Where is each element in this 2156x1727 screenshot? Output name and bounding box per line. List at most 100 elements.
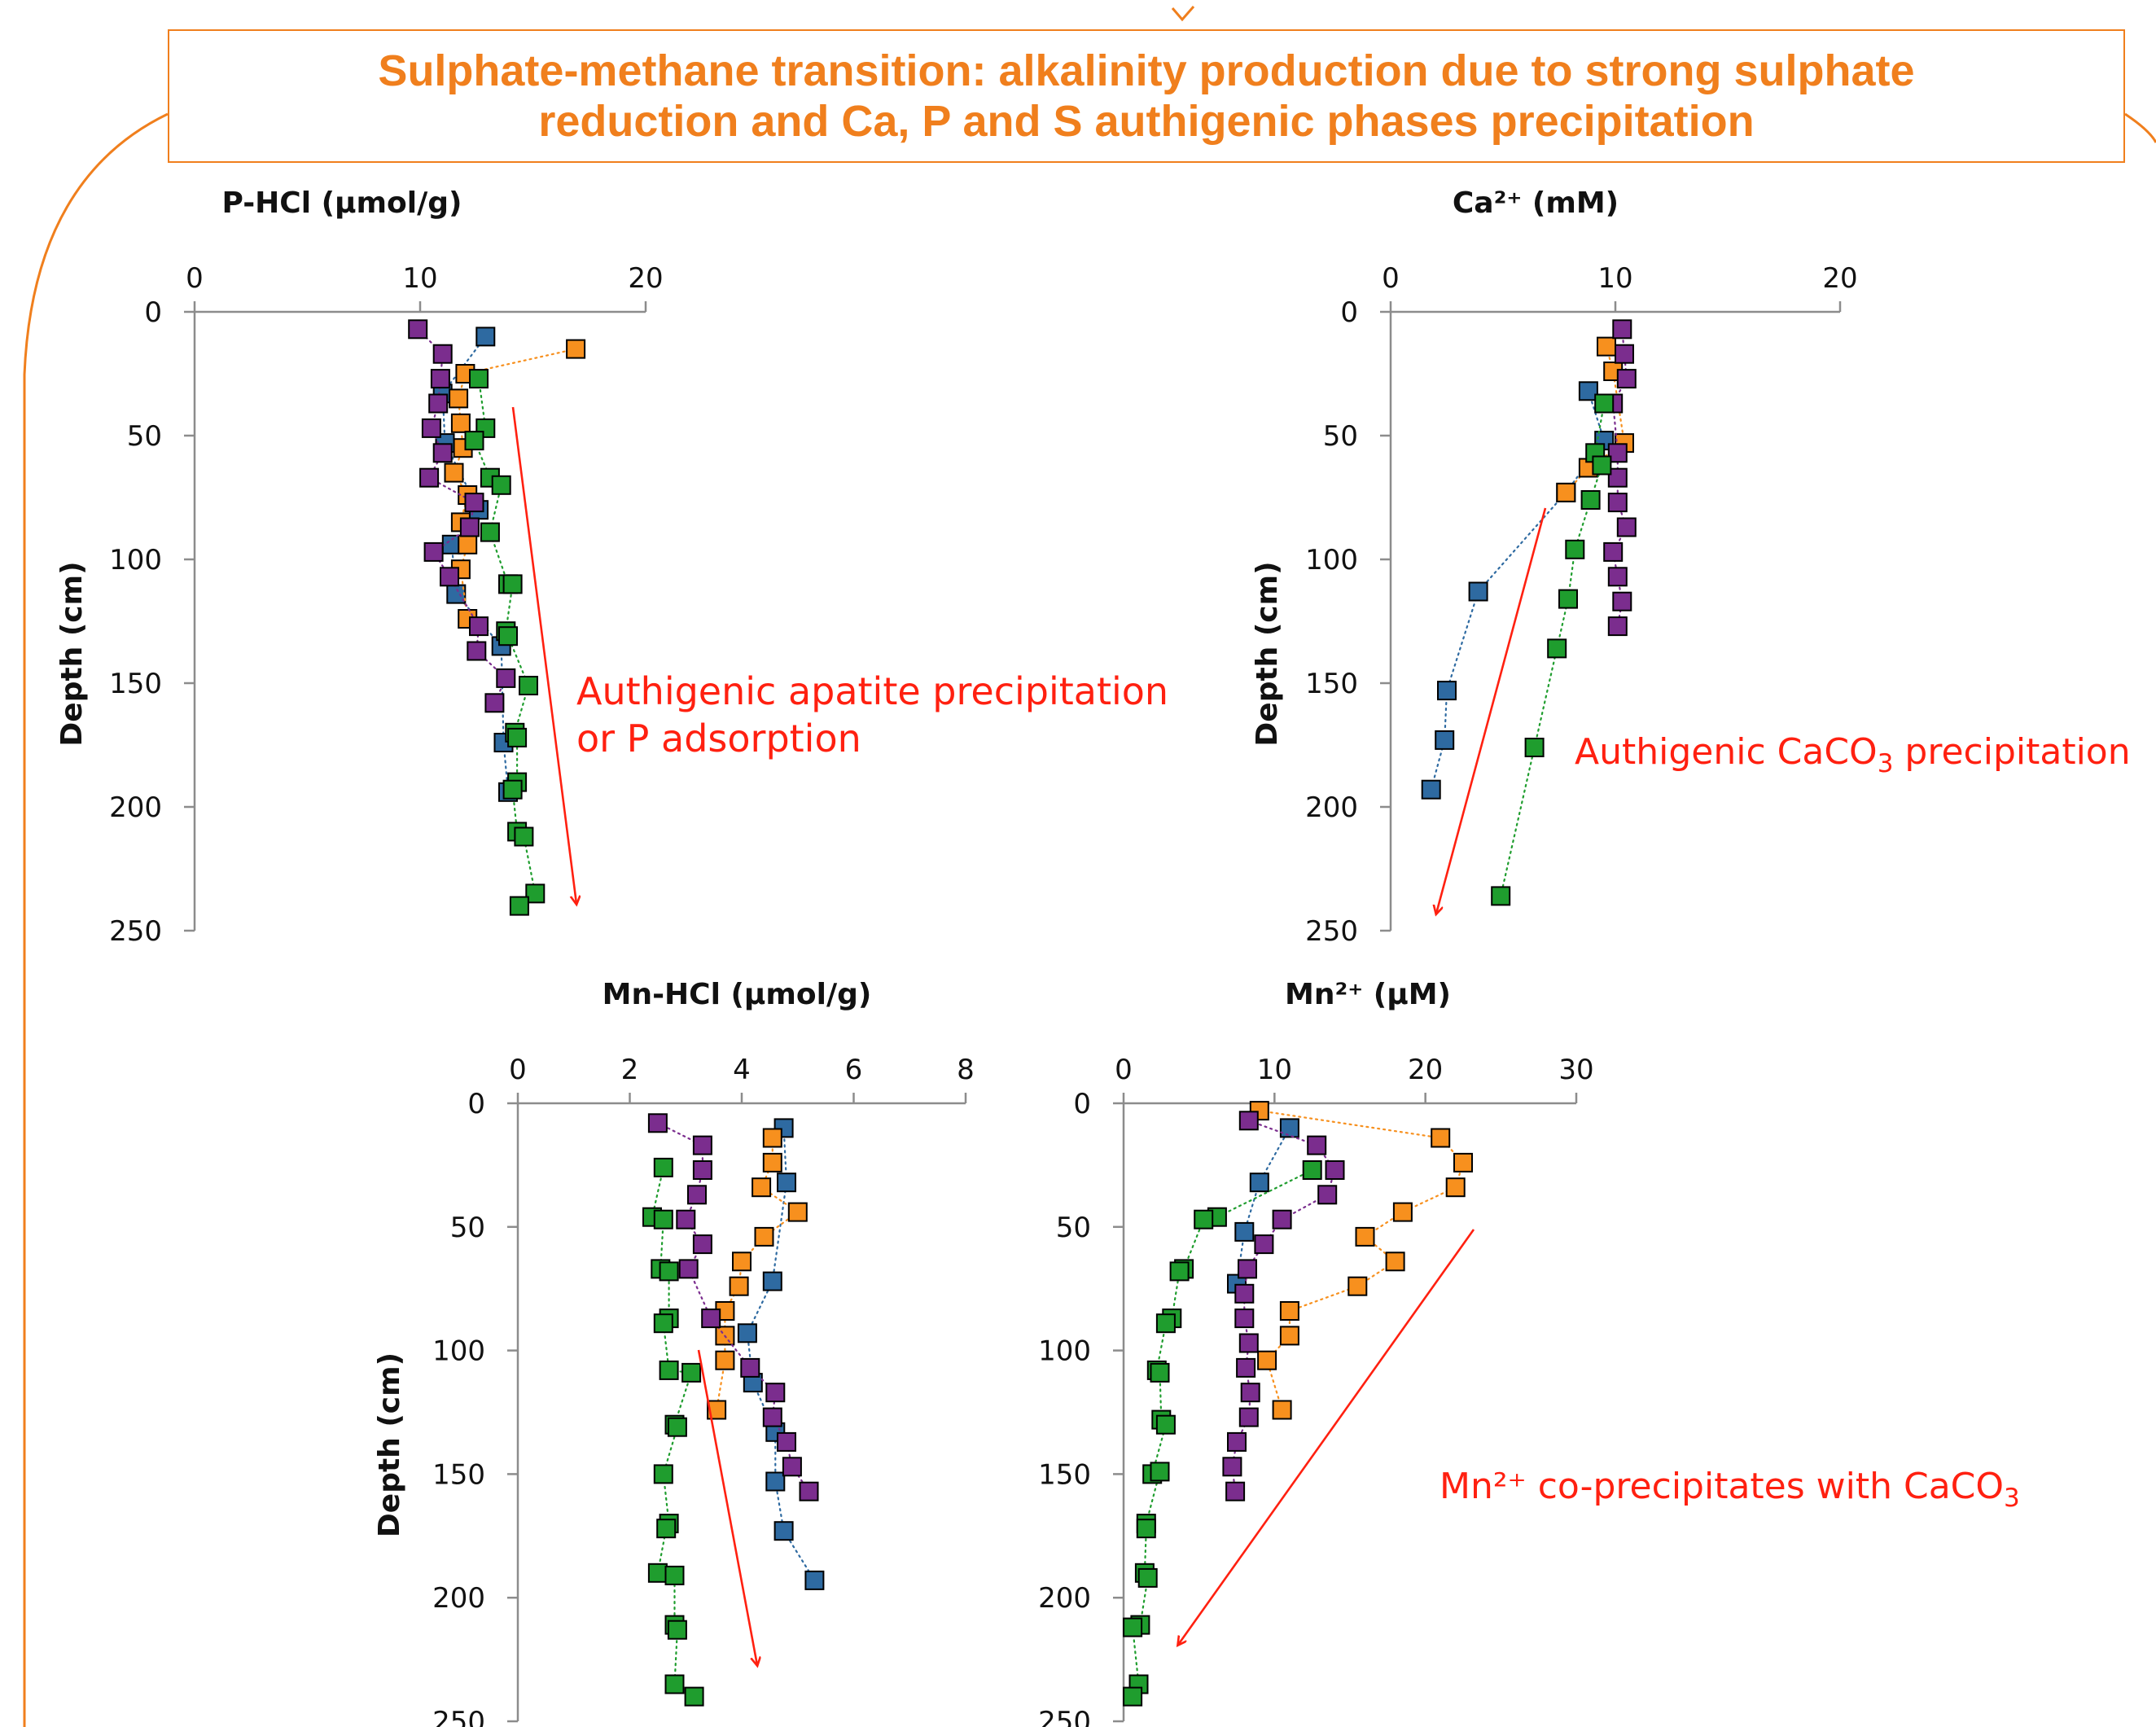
x-tick-label: 30	[1558, 1054, 1593, 1086]
chart-mn-hcl: 0 2 4 6 8 0 50 100 150 200 250 Mn-HCl (µmol/g) Depth…	[373, 978, 975, 1727]
data-point	[1254, 1234, 1274, 1255]
data-point	[765, 1383, 786, 1403]
data-point	[1169, 1261, 1190, 1282]
data-point	[653, 1313, 673, 1334]
y-tick-label: 150	[1038, 1458, 1091, 1491]
data-point	[740, 1357, 760, 1378]
x-tick-label: 20	[1408, 1054, 1443, 1086]
y-tick-label: 200	[109, 791, 162, 824]
annotation-text: or P adsorption	[576, 717, 861, 760]
data-point	[1238, 1111, 1259, 1131]
data-point	[1150, 1462, 1170, 1482]
series-line	[1231, 1120, 1336, 1492]
x-tick-label: 0	[186, 262, 204, 295]
data-point	[496, 668, 516, 688]
data-point	[1194, 1209, 1214, 1230]
data-point	[464, 431, 484, 451]
data-point	[1348, 1276, 1368, 1296]
y-tick-label: 200	[1305, 791, 1358, 824]
series-line	[1258, 1109, 1465, 1411]
data-point	[507, 727, 528, 747]
data-point	[428, 393, 449, 414]
data-point	[480, 522, 500, 542]
data-point	[1136, 1519, 1156, 1539]
annotation-text: Authigenic apatite precipitation	[576, 669, 1168, 713]
data-point	[1556, 482, 1576, 502]
trend-arrow	[511, 406, 576, 904]
data-point	[1612, 591, 1632, 611]
data-point	[684, 1686, 704, 1707]
data-point	[1234, 1308, 1255, 1329]
data-point	[1123, 1617, 1143, 1637]
data-point	[692, 1160, 712, 1180]
y-tick-label: 0	[1073, 1088, 1091, 1120]
data-point	[678, 1259, 699, 1279]
data-point	[732, 1251, 752, 1272]
data-point	[502, 779, 523, 800]
data-point	[1123, 1686, 1143, 1707]
x-tick-label: 20	[628, 262, 663, 295]
x-tick-label: 8	[957, 1054, 975, 1086]
data-point	[1615, 344, 1634, 364]
chart-title: P-HCl (µmol/g)	[221, 186, 462, 220]
y-tick-label: 150	[432, 1458, 485, 1491]
y-tick-label: 100	[1305, 544, 1358, 576]
data-point	[1238, 1259, 1257, 1279]
chart-mn: 0 10 20 30 0 50 100 150 200 250 Mn²⁺ (µM) Mn²⁺ co-p…	[1038, 978, 2020, 1727]
y-tick-label: 200	[1038, 1582, 1091, 1615]
data-point	[1578, 381, 1598, 401]
data-point	[464, 493, 484, 513]
data-point	[692, 1135, 712, 1155]
data-point	[514, 826, 534, 847]
data-point	[1616, 517, 1637, 537]
data-point	[752, 1177, 772, 1198]
y-tick-label: 0	[1340, 296, 1358, 329]
data-point	[1597, 336, 1616, 357]
data-point	[667, 1620, 687, 1640]
data-point	[659, 1360, 679, 1380]
data-point	[469, 369, 489, 389]
trend-arrow	[697, 1349, 757, 1665]
data-point	[707, 1400, 727, 1420]
series-green	[464, 369, 546, 916]
data-point	[432, 344, 453, 364]
trend-arrow	[1178, 1229, 1475, 1645]
data-point	[1603, 541, 1624, 562]
data-point	[1524, 738, 1545, 757]
data-point	[1257, 1350, 1277, 1370]
data-point	[519, 676, 538, 695]
y-tick-label: 150	[109, 668, 162, 700]
data-point	[421, 418, 441, 438]
data-point	[1491, 886, 1511, 906]
data-point	[1317, 1185, 1338, 1205]
data-point	[804, 1570, 825, 1590]
data-point	[1580, 490, 1601, 510]
data-point	[1431, 1128, 1451, 1148]
data-point	[467, 641, 487, 661]
data-point	[1468, 581, 1488, 602]
y-axis-label: Depth (cm)	[1251, 561, 1284, 746]
data-point	[1558, 589, 1578, 609]
y-tick-label: 200	[432, 1582, 485, 1615]
data-point	[701, 1308, 721, 1329]
data-point	[458, 534, 478, 554]
data-point	[1437, 681, 1457, 701]
data-point	[1616, 369, 1637, 389]
data-point	[423, 541, 444, 562]
data-point	[1547, 638, 1567, 659]
series-purple	[1603, 319, 1637, 637]
data-point	[1607, 443, 1628, 463]
data-point	[1236, 1357, 1256, 1378]
data-point	[1565, 539, 1585, 559]
data-point	[737, 1323, 757, 1343]
data-point	[1592, 455, 1612, 476]
data-point	[773, 1521, 794, 1541]
figure-title: Sulphate-methane transition: alkalinity …	[378, 46, 1915, 146]
data-point	[1594, 393, 1615, 414]
data-point	[653, 1464, 673, 1484]
y-tick-label: 250	[432, 1706, 485, 1727]
annotation-text: Mn²⁺ co-precipitates with CaCO3	[1440, 1466, 2020, 1513]
y-tick-label: 250	[1305, 915, 1358, 948]
